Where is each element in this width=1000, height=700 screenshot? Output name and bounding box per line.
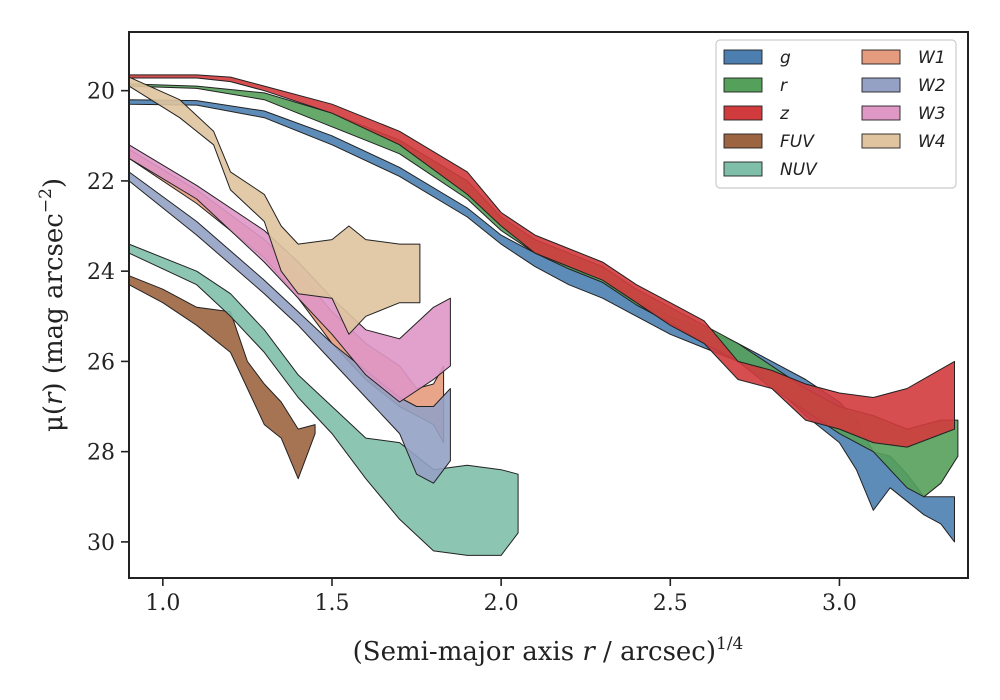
legend-label-z: z	[779, 104, 790, 124]
y-tick-label: 26	[87, 350, 115, 375]
legend-label-w4: W4	[918, 132, 946, 152]
legend-swatch-w3	[861, 105, 901, 121]
legend-swatch-nuv	[723, 161, 763, 177]
x-tick-label: 2.5	[653, 591, 688, 616]
legend-swatch-fuv	[723, 133, 763, 149]
band-nuv	[128, 243, 519, 556]
x-tick-label: 1.5	[314, 591, 349, 616]
x-tick-label: 3.0	[822, 591, 857, 616]
legend-label-r: r	[780, 76, 788, 96]
legend-label-w1: W1	[918, 48, 946, 68]
legend: grz FUV NUV W1 W2 W3 W4	[715, 39, 957, 189]
y-tick-label: 20	[87, 80, 115, 105]
legend-swatch-w2	[861, 77, 901, 93]
y-axis-label: μ(r) (mag arcsec−2)	[36, 178, 69, 432]
band-z	[128, 74, 955, 448]
band-series-group	[128, 74, 959, 556]
band-w4	[128, 76, 421, 335]
legend-label-g: g	[780, 48, 791, 68]
legend-label-nuv: NUV	[780, 160, 818, 180]
y-tick-label: 30	[87, 531, 115, 556]
legend-label-fuv: FUV	[780, 132, 815, 152]
y-axis-ticks: 20 22 24 26 28 30	[87, 80, 129, 556]
y-tick-label: 28	[87, 441, 115, 466]
legend-label-w3: W3	[918, 104, 946, 124]
legend-swatch-g	[723, 49, 763, 65]
x-axis-label: (Semi-major axis r / arcsec)1/4	[353, 634, 744, 667]
x-tick-label: 2.0	[484, 591, 519, 616]
legend-swatch-w1	[861, 49, 901, 65]
band-w2	[128, 171, 451, 484]
x-tick-label: 1.0	[145, 591, 180, 616]
legend-box	[715, 39, 957, 189]
legend-swatch-r	[723, 77, 763, 93]
legend-swatch-z	[723, 105, 763, 121]
y-tick-label: 24	[87, 260, 115, 285]
x-axis-ticks: 1.0 1.5 2.0 2.5 3.0	[145, 578, 857, 616]
legend-swatch-w4	[861, 133, 901, 149]
legend-label-w2: W2	[918, 76, 946, 96]
plot-frame	[128, 31, 969, 579]
y-tick-label: 22	[87, 170, 115, 195]
